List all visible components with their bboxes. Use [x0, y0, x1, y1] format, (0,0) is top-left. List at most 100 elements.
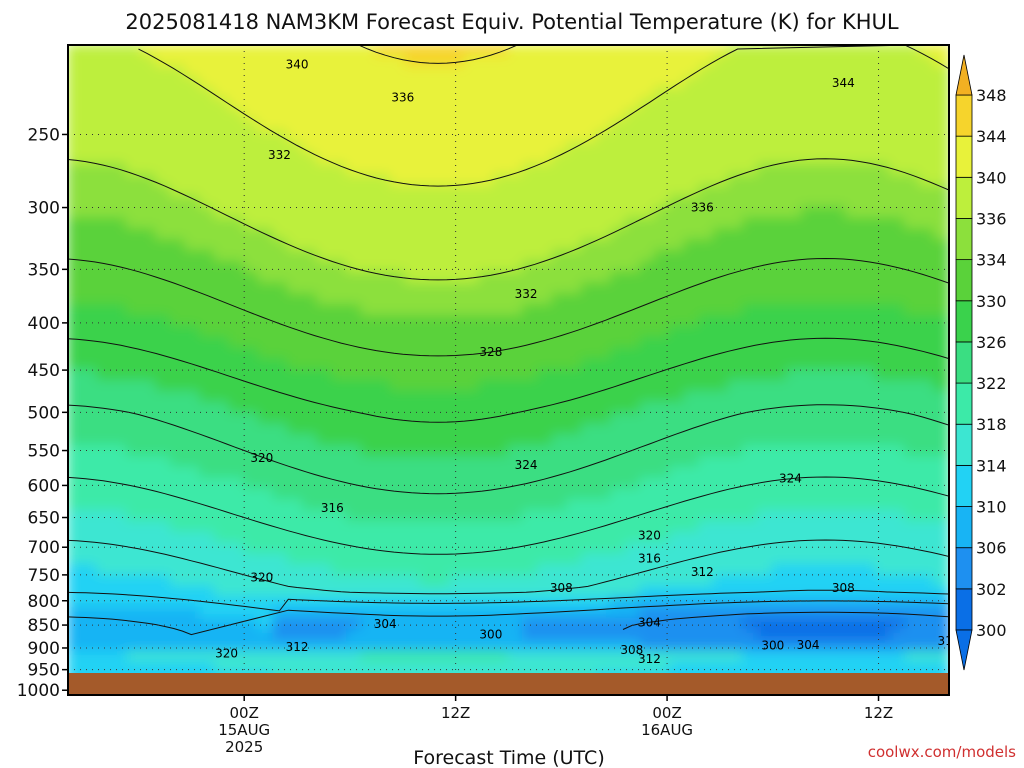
color-cell [140, 130, 158, 144]
color-cell [345, 564, 363, 577]
color-cell [536, 607, 554, 621]
color-cell [404, 553, 422, 566]
color-cell [316, 629, 334, 642]
color-cell [228, 423, 246, 436]
color-cell [536, 228, 554, 241]
color-cell [68, 87, 84, 101]
contour-label-text: 304 [797, 638, 820, 652]
color-cell [551, 260, 569, 274]
color-cell [463, 228, 481, 241]
color-cell [360, 206, 378, 220]
color-cell [478, 477, 495, 491]
color-cell [257, 553, 275, 566]
color-cell [228, 206, 246, 220]
color-cell [551, 98, 569, 111]
color-cell [551, 195, 569, 209]
contour-label-text: 320 [250, 451, 273, 465]
color-cell [184, 369, 202, 382]
color-cell [184, 141, 202, 155]
color-cell [68, 596, 84, 610]
color-cell [419, 509, 437, 523]
color-cell [125, 629, 143, 642]
color-cell [360, 509, 378, 523]
color-cell [125, 542, 143, 556]
color-cell [360, 455, 378, 469]
color-cell [68, 45, 84, 57]
color-cell [551, 401, 569, 415]
color-cell [213, 379, 231, 393]
color-cell [419, 163, 437, 176]
color-cell [492, 206, 510, 220]
color-cell [360, 260, 378, 274]
color-cell [434, 152, 451, 166]
contour-label: 340 [286, 58, 309, 72]
color-cell [404, 499, 422, 512]
color-cell [287, 629, 304, 642]
color-cell [169, 184, 187, 198]
color-cell [111, 98, 128, 111]
color-cell [257, 271, 275, 285]
color-cell [419, 358, 437, 371]
color-cell [419, 661, 437, 675]
color-cell [360, 45, 378, 57]
color-cell [345, 109, 363, 122]
color-cell [448, 520, 466, 534]
color-cell [257, 488, 275, 501]
color-cell [199, 661, 216, 675]
color-cell [125, 650, 143, 664]
color-cell [536, 444, 554, 458]
color-cell [478, 574, 495, 588]
color-cell [316, 184, 334, 198]
color-cell [199, 629, 216, 642]
color-cell [184, 412, 202, 426]
color-cell [228, 271, 246, 285]
color-cell [301, 520, 319, 534]
color-cell [434, 141, 451, 155]
color-cell [228, 477, 246, 491]
color-cell [301, 369, 319, 382]
color-cell [434, 520, 451, 534]
color-cell [360, 444, 378, 458]
color-cell [111, 358, 128, 371]
color-cell [360, 369, 378, 382]
color-cell [68, 499, 84, 512]
color-cell [551, 509, 569, 523]
color-cell [507, 163, 525, 176]
color-cell [492, 271, 510, 285]
color-cell [404, 119, 422, 133]
color-cell [507, 531, 525, 545]
color-cell [81, 412, 99, 426]
color-cell [419, 184, 437, 198]
color-cell [448, 488, 466, 501]
color-cell [257, 54, 275, 68]
contour-label: 312 [286, 640, 309, 654]
colorbar-top-arrow [955, 54, 973, 96]
color-cell [360, 293, 378, 306]
color-cell [184, 661, 202, 675]
color-cell [316, 347, 334, 361]
color-cell [536, 553, 554, 566]
color-cell [419, 629, 437, 642]
color-cell [507, 228, 525, 241]
color-cell [228, 239, 246, 252]
color-cell [551, 65, 569, 79]
color-cell [375, 195, 393, 209]
color-cell [375, 325, 393, 339]
color-cell [140, 499, 158, 512]
color-cell [390, 574, 407, 588]
color-cell [111, 65, 128, 79]
color-cell [287, 542, 304, 556]
color-cell [375, 401, 393, 415]
color-cell [316, 54, 334, 68]
color-cell [301, 379, 319, 393]
color-cell [213, 54, 231, 68]
color-cell [228, 466, 246, 480]
color-cell [536, 574, 554, 588]
color-cell [551, 553, 569, 566]
color-cell [551, 282, 569, 296]
color-cell [551, 661, 569, 675]
color-cell [272, 347, 290, 361]
color-cell [228, 228, 246, 241]
color-cell [68, 228, 84, 241]
color-cell [390, 336, 407, 350]
